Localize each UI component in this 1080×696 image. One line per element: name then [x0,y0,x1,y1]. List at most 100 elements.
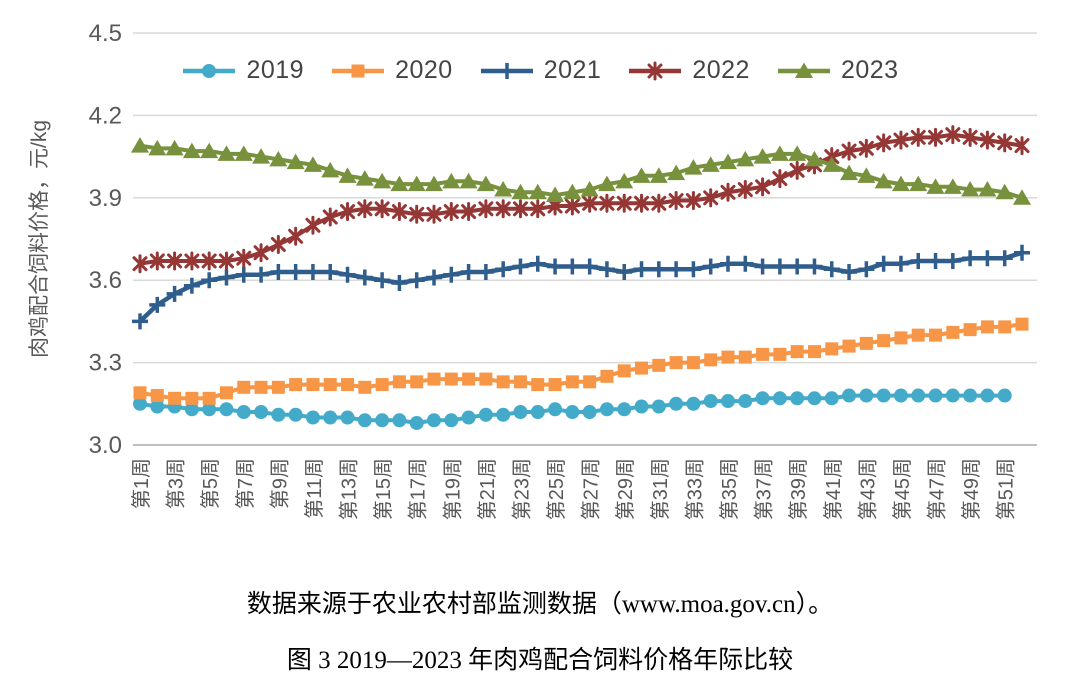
marker-triangle [303,156,322,172]
marker-triangle [840,164,859,181]
marker-square [444,372,458,386]
marker-circle [703,394,718,409]
x-tick-label: 第17周 [407,458,430,520]
marker-square [669,356,683,370]
marker-plus [235,266,252,283]
marker-asterisk [374,199,390,219]
marker-triangle [909,175,928,192]
marker-asterisk [461,202,477,222]
marker-circle [219,402,234,417]
series-line-2021 [138,250,1023,324]
x-tick-label: 第45周 [891,458,914,520]
marker-triangle [684,159,703,175]
marker-asterisk [962,127,978,147]
marker-plus [408,272,425,289]
marker-triangle [234,145,253,161]
marker-asterisk [1014,136,1030,156]
marker-square [756,347,770,361]
marker-triangle [165,139,184,156]
marker-circle [893,388,908,403]
marker-asterisk [720,182,736,202]
marker-plus [201,272,218,289]
marker-circle [340,410,355,425]
marker-triangle [269,150,288,167]
marker-plus [564,258,581,275]
marker-triangle [632,167,651,183]
marker-plus [910,252,927,269]
marker-square [600,369,614,383]
marker-circle [357,413,372,428]
marker-square [877,334,891,348]
marker-circle [738,394,753,409]
marker-asterisk [893,130,909,150]
marker-asterisk [564,196,580,216]
marker-circle [859,388,874,403]
marker-plus [789,258,806,275]
marker-plus [806,258,823,275]
x-tick-label: 第3周 [165,458,188,509]
marker-square [963,323,977,337]
marker-plus [253,266,270,283]
marker-asterisk [755,177,771,197]
marker-square [929,328,943,342]
marker-plus [858,261,875,278]
x-tick-label: 第25周 [545,458,568,520]
marker-asterisk [634,193,650,213]
marker-triangle [874,172,893,189]
x-tick-label: 第47周 [926,458,949,520]
marker-circle [461,410,476,425]
marker-asterisk [858,138,874,158]
marker-plus [304,263,321,280]
marker-square [946,325,960,339]
marker-asterisk [616,193,632,213]
marker-plus [183,277,200,294]
series-line-2022 [139,132,1023,266]
marker-triangle [891,175,910,192]
marker-circle [686,396,701,411]
marker-triangle [788,145,807,161]
marker-triangle [822,156,841,172]
marker-asterisk [685,191,701,211]
marker-triangle [926,178,945,194]
marker-square [738,350,752,364]
y-tick-label: 3.6 [89,267,122,294]
marker-circle [323,410,338,425]
x-tick-label: 第29周 [614,458,637,520]
marker-triangle [995,183,1014,200]
x-tick-label: 第1周 [130,458,153,509]
marker-asterisk [668,191,684,211]
marker-plus [547,258,564,275]
marker-triangle [407,175,426,192]
marker-triangle [701,156,720,172]
marker-triangle [148,139,167,156]
marker-circle [772,391,787,406]
marker-plus [426,269,442,286]
marker-triangle [459,172,478,189]
marker-asterisk [149,251,165,271]
marker-circle [496,407,511,422]
marker-square [548,378,562,392]
marker-triangle [217,145,236,161]
marker-plus [927,252,944,269]
marker-asterisk [357,199,373,219]
marker-asterisk [391,202,407,222]
marker-circle [997,388,1012,403]
marker-triangle [546,186,565,203]
x-tick-label: 第5周 [199,458,222,509]
y-tick-label: 3.3 [89,350,122,377]
marker-circle [824,391,839,406]
marker-triangle [338,167,357,183]
marker-circle [409,416,424,431]
marker-circle [288,407,303,422]
marker-asterisk [218,251,234,271]
marker-square [306,378,320,392]
marker-plus [460,263,477,280]
y-tick-label: 4.5 [89,20,122,47]
marker-plus [962,250,979,267]
marker-plus [650,261,667,278]
y-axis-title: 肉鸡配合饲料价格，元/kg [28,120,51,358]
marker-plus [356,269,373,286]
marker-circle [928,388,943,403]
marker-triangle [286,153,305,170]
